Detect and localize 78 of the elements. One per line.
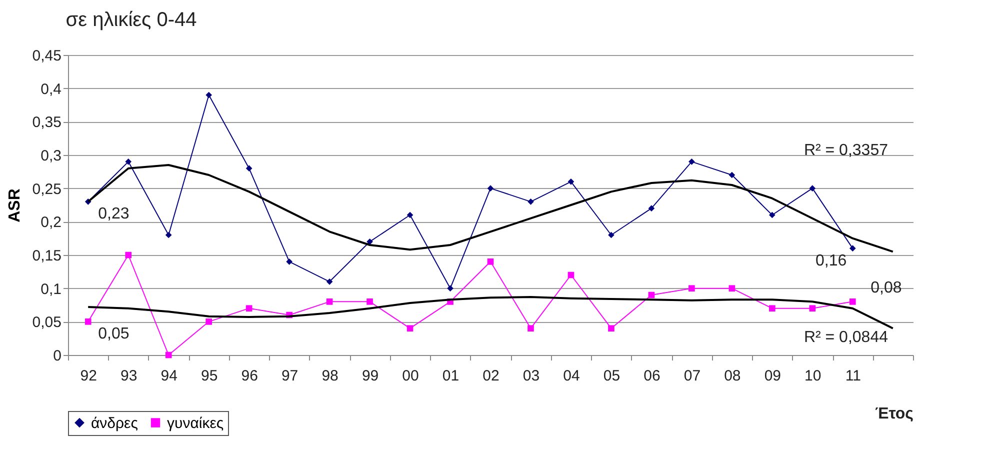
point <box>84 318 92 325</box>
point <box>648 205 655 212</box>
x-tick-label: 94 <box>160 368 178 384</box>
point <box>688 158 695 165</box>
x-tick-label: 93 <box>120 368 138 384</box>
x-tick-label: 97 <box>281 368 298 384</box>
point <box>608 232 614 238</box>
point <box>568 178 574 185</box>
y-axis-title: ASR <box>6 188 24 222</box>
point <box>326 278 333 285</box>
point <box>206 318 212 325</box>
point <box>528 325 534 332</box>
point <box>688 285 695 292</box>
point <box>326 298 333 305</box>
annotation: R² = 0,3357 <box>804 142 888 159</box>
point <box>849 245 856 252</box>
point <box>206 92 212 98</box>
point <box>528 198 534 205</box>
y-tick-label: 0,1 <box>40 280 62 298</box>
point <box>608 325 614 332</box>
x-tick-label: 99 <box>362 368 379 384</box>
x-tick-label: 05 <box>603 368 620 384</box>
point <box>568 272 574 278</box>
y-tick-label: 0,2 <box>40 214 62 232</box>
point <box>728 172 736 178</box>
x-tick-label: 95 <box>200 368 218 384</box>
point <box>487 258 494 265</box>
x-tick-label: 07 <box>684 368 701 384</box>
annotation: 0,16 <box>816 252 847 270</box>
point <box>849 298 856 305</box>
x-tick-label: 96 <box>241 368 258 384</box>
annotation: 0,08 <box>870 280 902 297</box>
y-tick-label: 0,25 <box>32 180 62 198</box>
point <box>125 158 132 165</box>
x-tick-label: 92 <box>80 368 97 384</box>
point <box>366 298 373 305</box>
point <box>165 232 172 238</box>
y-tick-label: 0 <box>53 348 62 364</box>
point <box>406 212 414 218</box>
chart-title: σε ηλικίες 0-44 <box>66 9 197 31</box>
x-tick-label: 02 <box>482 368 500 384</box>
x-tick-label: 03 <box>522 368 540 384</box>
point <box>286 258 292 265</box>
x-tick-label: 98 <box>322 368 338 384</box>
x-tick-label: 04 <box>563 368 580 384</box>
legend-label: γυναίκες <box>167 414 224 432</box>
y-tick-label: 0,3 <box>40 148 62 164</box>
y-tick-label: 0,4 <box>40 80 62 98</box>
y-tick-label: 0,15 <box>32 248 62 264</box>
point <box>246 165 252 172</box>
annotation: 0,05 <box>98 326 130 343</box>
y-tick-label: 0,05 <box>32 314 62 332</box>
point <box>809 185 816 192</box>
x-tick-label: 01 <box>442 368 460 384</box>
x-tick-label: 11 <box>845 368 861 384</box>
annotation: 0,23 <box>98 206 130 223</box>
point <box>728 285 736 292</box>
x-tick-label: 09 <box>764 368 782 384</box>
y-tick-label: 0,45 <box>32 48 62 64</box>
point <box>125 252 132 258</box>
legend-label: άνδρες <box>91 414 138 432</box>
point <box>769 212 776 218</box>
x-tick-label: 08 <box>724 368 741 384</box>
point <box>366 238 373 245</box>
point <box>648 292 655 298</box>
y-tick-label: 0,35 <box>32 114 62 132</box>
x-tick-label: 00 <box>402 368 419 384</box>
point <box>487 185 494 192</box>
point <box>809 305 816 312</box>
point <box>769 305 776 312</box>
point <box>165 352 172 358</box>
x-axis-title: Έτος <box>875 406 914 422</box>
x-tick-label: 06 <box>644 368 660 384</box>
point <box>246 305 252 312</box>
point <box>406 325 414 332</box>
x-tick-label: 10 <box>804 368 822 384</box>
point <box>447 285 454 292</box>
annotation: R² = 0,0844 <box>804 329 888 346</box>
